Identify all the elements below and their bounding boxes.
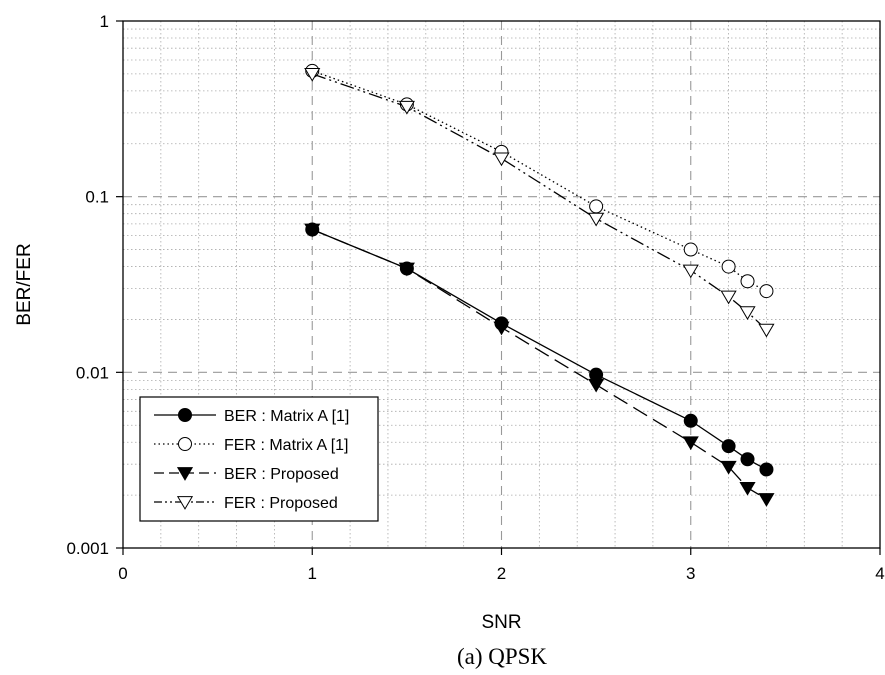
marker-filled-triangle (588, 378, 605, 393)
legend: BER : Matrix A [1] FER : Matrix A [1] BER … (139, 396, 379, 522)
marker-filled-circle (683, 413, 698, 428)
legend-label: BER : Proposed (224, 466, 339, 483)
marker-filled-circle (740, 452, 755, 467)
legend-entry-3: FER : Proposed (154, 495, 338, 512)
x-tick-label: 4 (875, 564, 884, 583)
x-tick-label: 3 (686, 564, 695, 583)
x-axis-title: SNR (481, 612, 521, 633)
marker-open-triangle (758, 323, 775, 338)
marker-filled-triangle (682, 436, 699, 451)
y-tick-label: 0.01 (76, 363, 109, 382)
marker-open-circle (178, 437, 192, 451)
figure-caption: (a) QPSK (457, 644, 547, 669)
marker-open-circle (759, 284, 774, 299)
marker-open-circle (683, 242, 698, 257)
series-line (312, 70, 767, 292)
series-1 (305, 63, 774, 299)
marker-filled-circle (759, 462, 774, 477)
legend-label: FER : Matrix A [1] (224, 437, 348, 454)
series-2 (304, 223, 775, 507)
legend-label: FER : Proposed (224, 495, 338, 512)
series-line (312, 228, 767, 500)
legend-entry-0: BER : Matrix A [1] (154, 408, 349, 425)
x-tick-label: 0 (118, 564, 127, 583)
legend-entry-2: BER : Proposed (154, 466, 339, 483)
marker-filled-triangle (398, 262, 415, 277)
marker-filled-circle (721, 439, 736, 454)
legend-entry-1: FER : Matrix A [1] (154, 437, 348, 454)
y-axis-title: BER/FER (14, 243, 35, 325)
marker-open-triangle (176, 496, 194, 510)
x-tick-labels: 0 1 2 3 4 (118, 564, 884, 583)
marker-open-triangle (493, 152, 510, 167)
marker-filled-triangle (758, 493, 775, 507)
marker-open-triangle (720, 290, 737, 305)
y-tick-labels: 0.001 0.01 0.1 1 (66, 12, 109, 558)
y-tick-label: 0.1 (85, 188, 109, 207)
marker-filled-circle (178, 408, 192, 422)
x-tick-label: 1 (308, 564, 317, 583)
axis-ticks (116, 20, 881, 555)
x-tick-label: 2 (497, 564, 506, 583)
marker-open-triangle (304, 67, 321, 82)
marker-filled-triangle (304, 223, 321, 238)
marker-open-circle (740, 274, 755, 289)
marker-open-triangle (739, 306, 756, 321)
marker-open-circle (589, 199, 604, 214)
marker-filled-triangle (739, 481, 756, 496)
y-tick-label: 0.001 (66, 539, 109, 558)
marker-filled-triangle (720, 460, 737, 475)
series-layer (304, 63, 775, 507)
marker-filled-triangle (493, 321, 510, 336)
series-3 (304, 67, 775, 338)
marker-open-triangle (398, 100, 415, 115)
marker-open-circle (721, 259, 736, 274)
marker-open-triangle (682, 264, 699, 279)
marker-open-triangle (588, 212, 605, 227)
y-tick-label: 1 (100, 12, 109, 31)
legend-label: BER : Matrix A [1] (224, 408, 349, 425)
marker-filled-triangle (176, 467, 194, 481)
